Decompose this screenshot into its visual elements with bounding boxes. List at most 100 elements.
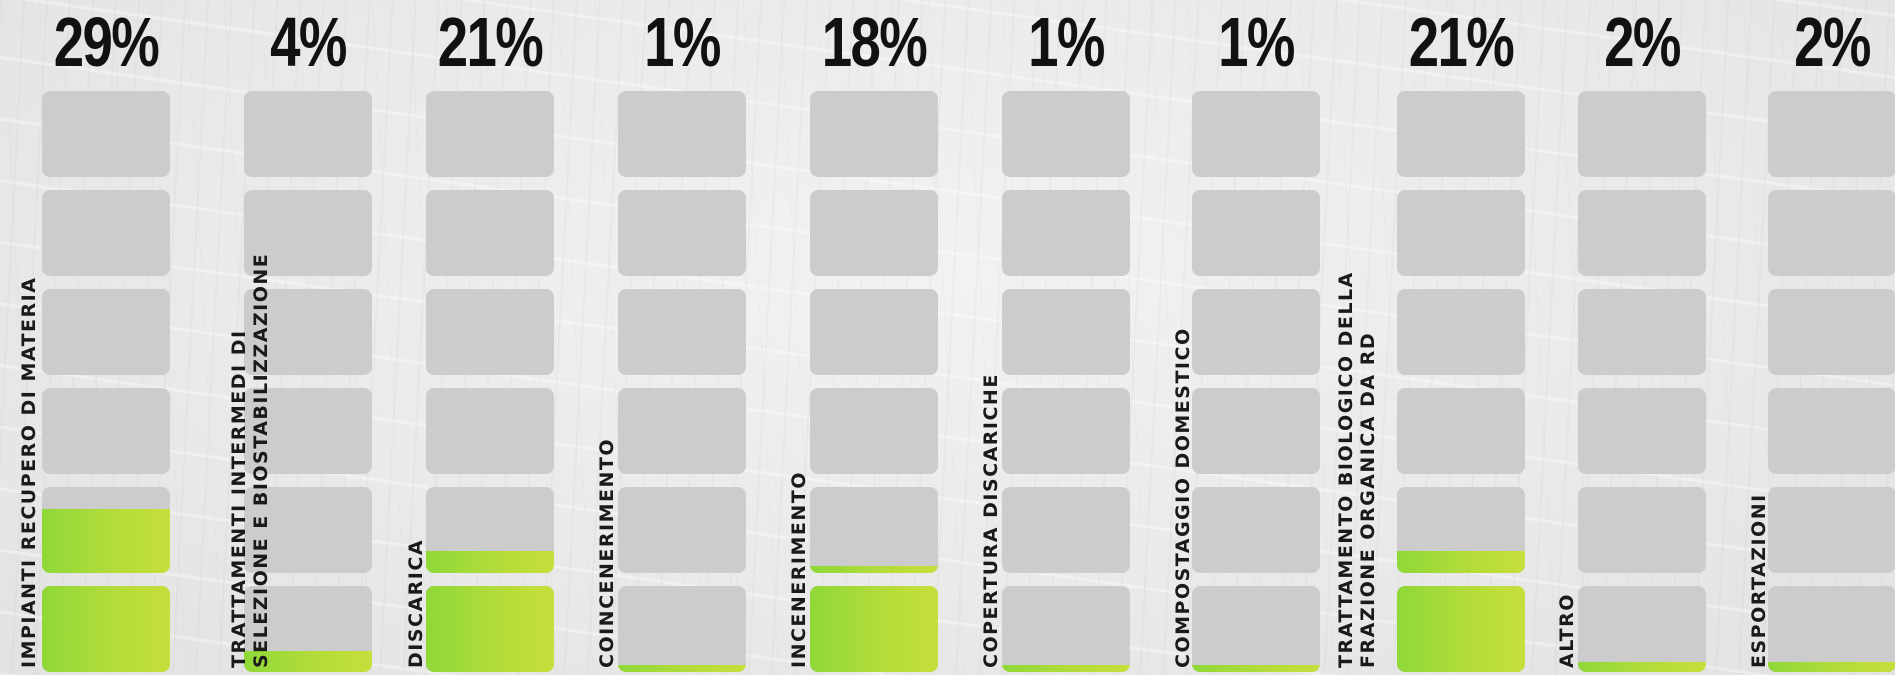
category-label-line: COMPOSTAGGIO DOMESTICO — [1172, 327, 1194, 668]
bar-cell — [618, 487, 746, 573]
category-label-line: DISCARICA — [405, 538, 427, 668]
bar-cell — [1397, 190, 1525, 276]
bar-cell — [1397, 388, 1525, 474]
category-label-line: INCENERIMENTO — [788, 471, 810, 668]
bar-fill — [810, 586, 938, 672]
bar-value-label: 2% — [1794, 3, 1871, 81]
bar-cell — [1192, 289, 1320, 375]
category-label-line: IMPIANTI RECUPERO DI MATERIA — [18, 276, 40, 668]
bar-fill — [810, 566, 938, 573]
category-label-line: FRAZIONE ORGANICA DA RD — [1357, 331, 1379, 668]
category-label-line: TRATTAMENTO BIOLOGICO DELLA — [1335, 271, 1357, 668]
bar-cell — [1768, 586, 1895, 672]
bar-cell — [1192, 487, 1320, 573]
bar-cell — [426, 289, 554, 375]
bar-cell — [42, 190, 170, 276]
bar-cell — [42, 487, 170, 573]
category-label-line: ALTRO — [1556, 593, 1578, 668]
bar-cell — [42, 91, 170, 177]
bar-cell — [1192, 190, 1320, 276]
bar-cell — [1002, 91, 1130, 177]
bar-cell — [1768, 388, 1895, 474]
bar-cell — [244, 91, 372, 177]
category-label: COINCENERIMENTO — [596, 438, 618, 668]
bar-value-label: 4% — [270, 3, 347, 81]
bar-cell — [1578, 586, 1706, 672]
bar-fill — [1397, 586, 1525, 672]
category-label-line: ESPORTAZIONI — [1748, 493, 1770, 668]
bar-cell — [1578, 487, 1706, 573]
bar-fill — [1002, 665, 1130, 672]
bar-cell — [1002, 586, 1130, 672]
bar-cell — [244, 487, 372, 573]
bar-cell — [810, 586, 938, 672]
bar-cell — [1397, 91, 1525, 177]
bar-cell — [1578, 190, 1706, 276]
bar-value-label: 1% — [1028, 3, 1105, 81]
bar-fill — [1578, 661, 1706, 672]
bar-cell — [810, 289, 938, 375]
bar-fill — [618, 665, 746, 672]
bar-cell — [1397, 289, 1525, 375]
bar-cell — [426, 91, 554, 177]
category-label: DISCARICA — [405, 539, 427, 668]
bar-cell — [618, 289, 746, 375]
category-label: TRATTAMENTO BIOLOGICO DELLA FRAZIONE ORGA… — [1335, 271, 1379, 668]
bar-fill — [1768, 661, 1895, 672]
bar-fill — [244, 651, 372, 672]
bar-cell — [618, 586, 746, 672]
bar-cell — [42, 289, 170, 375]
bar-cell — [42, 586, 170, 672]
bar-cell — [810, 91, 938, 177]
bar-value-label: 21% — [1408, 3, 1515, 81]
bar-cell — [1002, 190, 1130, 276]
bar-value-label: 21% — [437, 3, 544, 81]
bar-cell — [618, 388, 746, 474]
category-label-line: COPERTURA DISCARICHE — [980, 373, 1002, 668]
bar-value-label: 1% — [1218, 3, 1295, 81]
category-label: ALTRO — [1556, 593, 1578, 668]
bar-fill — [42, 586, 170, 672]
bar-cell — [810, 487, 938, 573]
bar-value-label: 29% — [53, 3, 160, 81]
bar-value-label: 1% — [644, 3, 721, 81]
bar-cell — [1578, 289, 1706, 375]
bar-cell — [1768, 289, 1895, 375]
category-label: INCENERIMENTO — [788, 471, 810, 668]
bar-cell — [42, 388, 170, 474]
bar-value-label: 2% — [1604, 3, 1681, 81]
bar-cell — [426, 487, 554, 573]
bar-fill — [42, 509, 170, 573]
bar-cell — [244, 388, 372, 474]
bar-cell — [426, 190, 554, 276]
bar-fill — [426, 586, 554, 672]
bar-cell — [810, 190, 938, 276]
bar-cell — [1578, 388, 1706, 474]
bar-cell — [1768, 487, 1895, 573]
category-label: IMPIANTI RECUPERO DI MATERIA — [18, 277, 40, 668]
bar-cell — [1768, 190, 1895, 276]
bar-cell — [810, 388, 938, 474]
bar-cell — [1397, 586, 1525, 672]
bar-cell — [1768, 91, 1895, 177]
bar-fill — [1192, 665, 1320, 672]
bar-cell — [618, 190, 746, 276]
category-label-line: COINCENERIMENTO — [596, 438, 618, 668]
bar-cell — [618, 91, 746, 177]
bar-cell — [1192, 91, 1320, 177]
bar-value-label: 18% — [821, 3, 928, 81]
bar-cell — [1578, 91, 1706, 177]
bar-cell — [1397, 487, 1525, 573]
bar-cell — [426, 388, 554, 474]
bar-cell — [426, 586, 554, 672]
bar-cell — [1002, 487, 1130, 573]
bar-fill — [426, 550, 554, 573]
bar-cell — [1192, 388, 1320, 474]
bar-cell — [1192, 586, 1320, 672]
category-label: COPERTURA DISCARICHE — [980, 373, 1002, 668]
bar-cell — [1002, 388, 1130, 474]
category-label: TRATTAMENTI INTERMEDI DI SELEZIONE E BIOS… — [228, 253, 272, 668]
category-label: ESPORTAZIONI — [1748, 493, 1770, 668]
bar-cell — [244, 190, 372, 276]
